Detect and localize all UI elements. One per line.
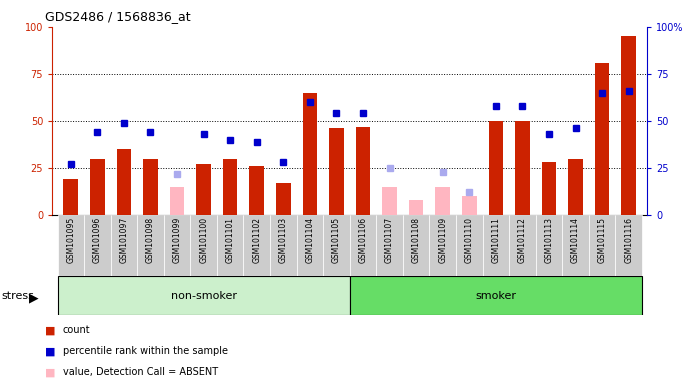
Text: ■: ■ xyxy=(45,346,56,356)
Bar xyxy=(462,196,477,215)
Text: GSM101110: GSM101110 xyxy=(465,217,474,263)
Bar xyxy=(329,129,344,215)
Bar xyxy=(589,215,615,276)
Bar xyxy=(350,276,642,315)
Bar xyxy=(350,215,377,276)
Bar xyxy=(568,159,583,215)
Text: GSM101095: GSM101095 xyxy=(66,217,75,263)
Text: GSM101098: GSM101098 xyxy=(146,217,155,263)
Text: percentile rank within the sample: percentile rank within the sample xyxy=(63,346,228,356)
Bar xyxy=(409,200,423,215)
Bar xyxy=(111,215,137,276)
Bar xyxy=(190,215,217,276)
Bar xyxy=(622,36,636,215)
Bar xyxy=(489,121,503,215)
Text: non-smoker: non-smoker xyxy=(171,291,237,301)
Text: count: count xyxy=(63,325,90,335)
Bar xyxy=(117,149,132,215)
Text: GSM101116: GSM101116 xyxy=(624,217,633,263)
Text: GSM101109: GSM101109 xyxy=(438,217,448,263)
Bar xyxy=(456,215,482,276)
Text: ■: ■ xyxy=(45,325,56,335)
Bar xyxy=(270,215,296,276)
Text: GSM101115: GSM101115 xyxy=(598,217,607,263)
Bar xyxy=(196,164,211,215)
Text: GSM101102: GSM101102 xyxy=(252,217,261,263)
Text: GSM101111: GSM101111 xyxy=(491,217,500,263)
Text: GSM101099: GSM101099 xyxy=(173,217,182,263)
Bar xyxy=(536,215,562,276)
Text: GSM101096: GSM101096 xyxy=(93,217,102,263)
Bar xyxy=(58,215,84,276)
Text: smoker: smoker xyxy=(475,291,516,301)
Text: GSM101103: GSM101103 xyxy=(279,217,288,263)
Bar xyxy=(615,215,642,276)
Bar xyxy=(58,276,350,315)
Bar xyxy=(164,215,190,276)
Text: GSM101108: GSM101108 xyxy=(411,217,420,263)
Bar xyxy=(403,215,429,276)
Bar xyxy=(429,215,456,276)
Bar xyxy=(296,215,323,276)
Bar xyxy=(63,179,78,215)
Bar xyxy=(436,187,450,215)
Bar xyxy=(482,215,509,276)
Text: GSM101107: GSM101107 xyxy=(385,217,394,263)
Text: GSM101104: GSM101104 xyxy=(306,217,315,263)
Bar xyxy=(249,166,264,215)
Bar xyxy=(377,215,403,276)
Text: GSM101100: GSM101100 xyxy=(199,217,208,263)
Bar xyxy=(303,93,317,215)
Bar xyxy=(223,159,237,215)
Text: ▶: ▶ xyxy=(29,291,39,304)
Text: GSM101106: GSM101106 xyxy=(358,217,367,263)
Bar xyxy=(323,215,350,276)
Bar xyxy=(84,215,111,276)
Bar xyxy=(90,159,104,215)
Bar xyxy=(356,127,370,215)
Text: stress: stress xyxy=(1,291,34,301)
Text: GSM101114: GSM101114 xyxy=(571,217,580,263)
Text: value, Detection Call = ABSENT: value, Detection Call = ABSENT xyxy=(63,367,218,377)
Text: GSM101105: GSM101105 xyxy=(332,217,341,263)
Text: GSM101101: GSM101101 xyxy=(226,217,235,263)
Text: GSM101112: GSM101112 xyxy=(518,217,527,263)
Bar xyxy=(515,121,530,215)
Bar xyxy=(595,63,610,215)
Bar xyxy=(382,187,397,215)
Bar xyxy=(170,187,184,215)
Text: GSM101097: GSM101097 xyxy=(120,217,129,263)
Text: ■: ■ xyxy=(45,367,56,377)
Bar xyxy=(276,183,291,215)
Bar xyxy=(137,215,164,276)
Bar xyxy=(244,215,270,276)
Bar xyxy=(143,159,158,215)
Bar xyxy=(217,215,244,276)
Text: GSM101113: GSM101113 xyxy=(544,217,553,263)
Bar xyxy=(562,215,589,276)
Bar xyxy=(509,215,536,276)
Text: GDS2486 / 1568836_at: GDS2486 / 1568836_at xyxy=(45,10,191,23)
Bar xyxy=(541,162,556,215)
